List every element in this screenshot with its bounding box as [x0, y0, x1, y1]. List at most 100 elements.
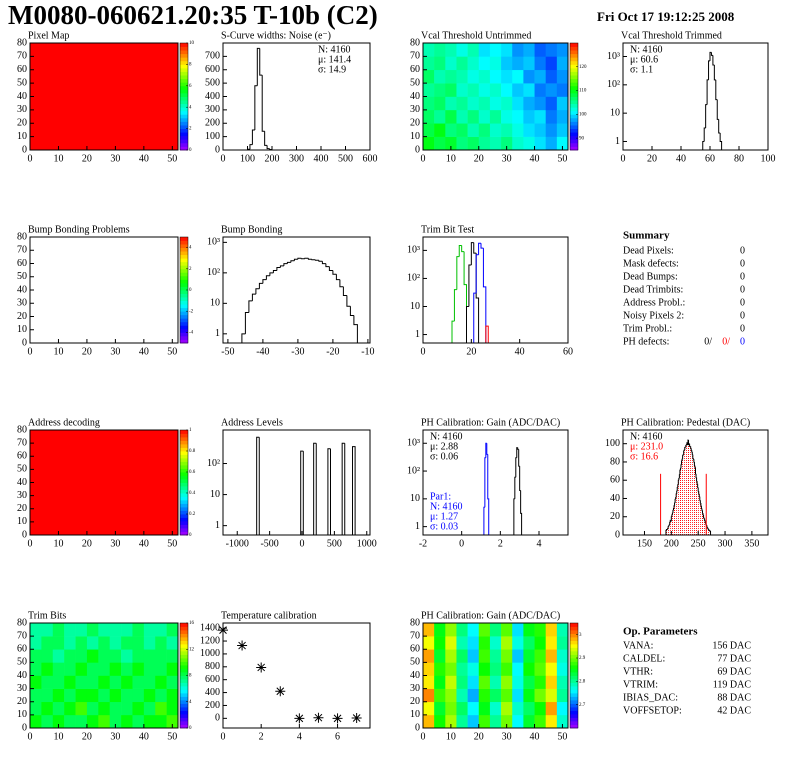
histogram-bin	[279, 265, 284, 268]
parameter-value: 69 DAC	[717, 666, 751, 677]
heatmap-cell	[456, 43, 468, 57]
colorbar-step	[570, 103, 578, 108]
histogram-bin	[706, 524, 708, 528]
histogram-bin	[256, 436, 260, 535]
colorbar-step	[570, 689, 578, 694]
y-tick-label: 40	[410, 91, 420, 102]
summary-value: 0/	[722, 336, 730, 347]
x-tick-label: 200	[664, 538, 679, 549]
heatmap-cell	[121, 636, 133, 650]
histogram-bin	[264, 131, 268, 146]
colorbar-step	[180, 447, 188, 452]
heatmap-cell	[155, 662, 167, 676]
colorbar-label: 0.4	[189, 491, 196, 496]
bin-fill	[704, 518, 705, 535]
histogram-bin	[695, 467, 697, 475]
x-tick-label: 40	[530, 153, 540, 164]
bin-fill	[689, 443, 690, 535]
chart-title: Trim Bit Test	[421, 224, 474, 235]
heatmap-cell	[456, 69, 468, 84]
colorbar-label: 2.8	[579, 679, 586, 684]
heatmap-cell	[75, 636, 88, 650]
y-tick-label: 0	[22, 529, 27, 540]
bin-fill	[690, 446, 691, 535]
heatmap-cell	[545, 43, 558, 57]
heatmap-cell	[478, 123, 491, 137]
colorbar-step	[180, 661, 188, 666]
bin-fill	[708, 529, 709, 535]
histogram-bin	[700, 505, 702, 510]
histogram-bin	[674, 502, 676, 506]
x-tick-label: 10	[53, 731, 63, 742]
colorbar-step	[180, 717, 188, 722]
heatmap-cell	[75, 662, 88, 676]
histogram-bin	[672, 508, 675, 511]
heatmap-cell	[478, 675, 491, 689]
heatmap-cell	[132, 662, 145, 676]
y-tick-label: 600	[205, 674, 220, 685]
histogram-bin	[517, 447, 519, 450]
parameter-value: 88 DAC	[717, 692, 751, 703]
heatmap-cell	[545, 636, 558, 650]
colorbar-step	[570, 75, 578, 80]
colorbar-step	[180, 282, 188, 287]
heatmap-cell	[456, 123, 468, 137]
colorbar-step	[570, 630, 578, 634]
y-tick-label: 40	[17, 284, 27, 295]
y-tick-label: 70	[17, 51, 27, 62]
colorbar-label: 12	[189, 647, 195, 652]
chart-title: PH Calibration: Gain (ADC/DAC)	[421, 610, 560, 621]
x-tick-label: 6	[335, 731, 340, 742]
histogram-bin	[702, 140, 705, 150]
colorbar-step	[180, 318, 188, 323]
colorbar-step	[570, 64, 578, 69]
colorbar-step	[180, 721, 188, 725]
heatmap-cell	[534, 623, 546, 637]
colorbar-step	[180, 43, 188, 47]
y-tick-label: 700	[205, 51, 220, 62]
parameter-label: VTHR:	[623, 666, 653, 677]
bin-fill	[671, 514, 673, 535]
heatmap-cell	[155, 714, 167, 729]
y-tick-label: 60	[17, 258, 27, 269]
heatmap-cell	[166, 623, 179, 637]
colorbar-step	[570, 43, 578, 47]
histogram-bin	[667, 526, 669, 529]
colorbar-step	[180, 275, 188, 280]
bin-fill	[683, 451, 685, 535]
colorbar-step	[180, 486, 188, 490]
y-tick-label: 1200	[200, 635, 220, 646]
histogram-bin	[297, 257, 302, 260]
bin-fill	[676, 493, 677, 535]
heatmap-cell	[512, 69, 524, 84]
colorbar-step	[570, 92, 578, 97]
colorbar-step	[180, 507, 188, 511]
x-tick-label: 80	[734, 153, 744, 164]
x-tick-label: 0	[621, 153, 626, 164]
heatmap-cell	[52, 636, 65, 650]
colorbar-step	[180, 92, 188, 97]
heatmap-cell	[478, 649, 491, 663]
colorbar-step	[570, 67, 578, 72]
x-tick-label: 20	[82, 538, 92, 549]
colorbar-step	[180, 117, 188, 122]
heatmap-cell	[41, 675, 54, 689]
histogram-bin	[513, 498, 515, 535]
colorbar-step	[180, 139, 188, 144]
colorbar-step	[180, 640, 188, 645]
colorbar-step	[180, 514, 188, 518]
colorbar-step	[180, 444, 188, 448]
heatmap-cell	[423, 83, 435, 97]
heatmap-cell	[512, 701, 524, 716]
colorbar-step	[180, 132, 188, 137]
heatmap-cell	[556, 714, 569, 729]
heatmap-cell	[534, 43, 546, 57]
colorbar-step	[180, 714, 188, 718]
histogram-bin	[692, 458, 694, 460]
heatmap-cell	[456, 83, 468, 97]
heatmap-cell	[64, 714, 76, 729]
colorbar-step	[570, 107, 578, 112]
bin-fill	[672, 510, 674, 535]
x-tick-label: 2	[498, 538, 503, 549]
x-tick-label: 0	[300, 538, 305, 549]
